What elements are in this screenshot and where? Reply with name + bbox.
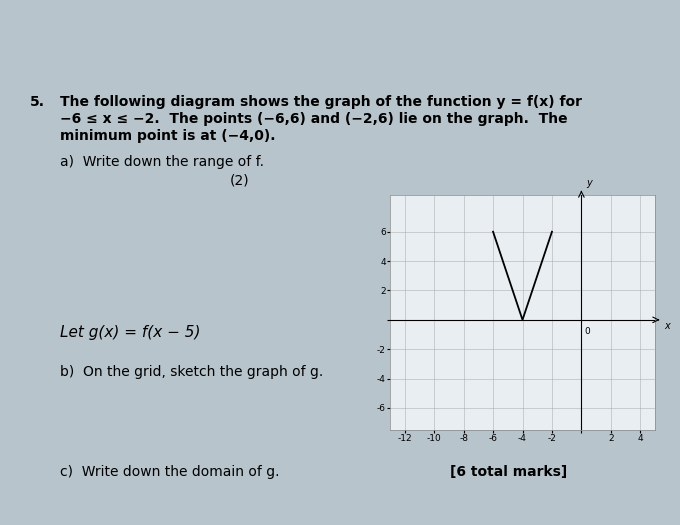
Text: The following diagram shows the graph of the function y = f(x) for: The following diagram shows the graph of…: [60, 95, 582, 109]
Text: y: y: [586, 178, 592, 188]
Text: c)  Write down the domain of g.: c) Write down the domain of g.: [60, 465, 279, 479]
Text: (2): (2): [230, 173, 250, 187]
Text: 5.: 5.: [30, 95, 45, 109]
Text: a)  Write down the range of f.: a) Write down the range of f.: [60, 155, 264, 169]
Text: b)  On the grid, sketch the graph of g.: b) On the grid, sketch the graph of g.: [60, 365, 323, 379]
Text: Let g(x) = f(x − 5): Let g(x) = f(x − 5): [60, 325, 201, 340]
Text: −6 ≤ x ≤ −2.  The points (−6,6) and (−2,6) lie on the graph.  The: −6 ≤ x ≤ −2. The points (−6,6) and (−2,6…: [60, 112, 568, 126]
Text: 0: 0: [584, 327, 590, 336]
Text: minimum point is at (−4,0).: minimum point is at (−4,0).: [60, 129, 275, 143]
Text: x: x: [664, 321, 670, 331]
Text: [6 total marks]: [6 total marks]: [450, 465, 567, 479]
